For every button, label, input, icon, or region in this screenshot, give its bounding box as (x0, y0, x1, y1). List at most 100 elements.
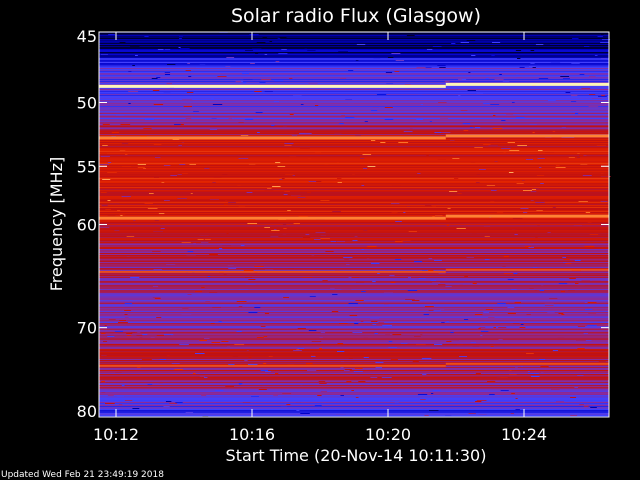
spectrogram-speck (478, 328, 481, 329)
spectrogram-row (99, 397, 609, 399)
spectrogram-speck (460, 42, 469, 43)
spectrogram-speck (572, 38, 579, 39)
spectrogram-speck (226, 57, 235, 58)
spectrogram-speck (305, 234, 310, 235)
spectrogram-speck (423, 314, 430, 315)
spectrogram-speck (394, 402, 399, 403)
spectrogram-speck (391, 203, 400, 204)
spectrogram-speck (189, 67, 196, 68)
spectrogram-speck (100, 153, 107, 154)
spectrogram-speck (470, 342, 477, 343)
spectrogram-row (99, 205, 609, 207)
spectrogram-row (99, 402, 609, 404)
spectrogram-speck (257, 132, 260, 133)
spectrogram-speck (152, 251, 161, 252)
spectrogram-speck (311, 341, 322, 342)
spectrogram-speck (424, 306, 434, 307)
spectrogram-row (99, 104, 609, 106)
spectrogram-row (99, 48, 609, 50)
spectrogram-speck (200, 242, 209, 243)
spectrogram-speck (163, 165, 171, 166)
spectrogram-row (99, 210, 609, 212)
spectrogram-speck (289, 78, 293, 79)
spectrogram-speck (174, 369, 184, 370)
spectrogram-row (99, 253, 609, 255)
spectrogram-speck (225, 386, 234, 387)
spectrogram-row (99, 145, 609, 147)
spectrogram-speck (511, 289, 517, 290)
spectrogram-speck (416, 67, 426, 68)
spectrogram-speck (469, 127, 474, 128)
x-tick-label: 10:16 (229, 425, 275, 444)
spectrogram-row (99, 124, 609, 126)
spectrogram-speck (370, 318, 380, 319)
spectrogram-speck (260, 370, 269, 371)
spectrogram-speck (154, 220, 159, 221)
spectrogram-speck (429, 410, 439, 411)
spectrogram-speck (344, 369, 352, 370)
spectrogram-speck (302, 237, 311, 238)
spectrogram-row (99, 251, 609, 253)
spectrogram-row (99, 281, 609, 283)
spectrogram-row (99, 342, 609, 344)
spectrogram-speck (157, 49, 164, 50)
spectrogram-speck (240, 135, 249, 136)
spectrogram-speck (417, 394, 428, 395)
spectrogram-row (99, 349, 609, 351)
spectrogram-speck (270, 236, 279, 237)
spectrogram-row (99, 414, 609, 416)
spectrogram-speck (430, 280, 437, 281)
spectrogram-speck (391, 382, 398, 383)
spectrogram-speck (520, 324, 524, 325)
spectrogram-speck (144, 203, 153, 204)
spectrogram-speck (123, 120, 127, 121)
spectrogram-row (99, 324, 609, 326)
spectrogram-speck (438, 102, 447, 103)
spectrogram-speck (500, 390, 509, 391)
spectrogram-speck (292, 175, 296, 176)
spectrogram-speck (589, 234, 599, 235)
spectrogram-speck (296, 410, 300, 411)
spectrogram-row (99, 112, 609, 114)
spectrogram-row (99, 292, 609, 294)
spectrogram-row (99, 175, 609, 177)
spectrogram-speck (563, 259, 570, 260)
spectrogram-speck (530, 63, 535, 64)
spectrogram-speck (309, 296, 316, 297)
spectrogram-speck (295, 402, 301, 403)
y-axis: 45 50 55 60 70 80 (77, 27, 609, 421)
spectrogram-speck (156, 317, 162, 318)
spectrogram-speck (539, 290, 545, 291)
spectrogram-speck (492, 42, 501, 43)
spectrogram-row (99, 43, 609, 45)
spectrogram-speck (133, 220, 136, 221)
spectrogram-row (99, 184, 609, 186)
spectrogram-speck (240, 81, 244, 82)
spectrogram-row (99, 143, 609, 145)
spectrogram-speck (525, 159, 534, 160)
spectrogram-speck (356, 44, 366, 45)
spectrogram-speck (528, 373, 539, 374)
spectrogram-speck (476, 400, 487, 401)
spectrogram-speck (367, 166, 376, 167)
spectrogram-speck (471, 55, 476, 56)
spectrogram-speck (511, 229, 516, 230)
spectrogram-speck (347, 103, 355, 104)
spectrogram-speck (494, 161, 498, 162)
spectrogram-speck (232, 356, 238, 357)
spectrogram-row (99, 237, 609, 239)
spectrogram-speck (108, 319, 116, 320)
spectrogram-row (99, 346, 609, 348)
spectrogram-speck (308, 330, 317, 331)
spectrogram-row (99, 407, 609, 409)
spectrogram-speck (490, 104, 500, 105)
spectrogram-speck (438, 284, 446, 285)
spectrogram-speck (332, 211, 341, 212)
spectrogram-speck (486, 185, 496, 186)
spectrogram-speck (205, 301, 210, 302)
spectrogram-speck (472, 346, 480, 347)
spectrogram-speck (305, 133, 312, 134)
spectrogram-speck (340, 367, 344, 368)
spectrogram-speck (361, 249, 364, 250)
spectrogram-speck (310, 355, 316, 356)
